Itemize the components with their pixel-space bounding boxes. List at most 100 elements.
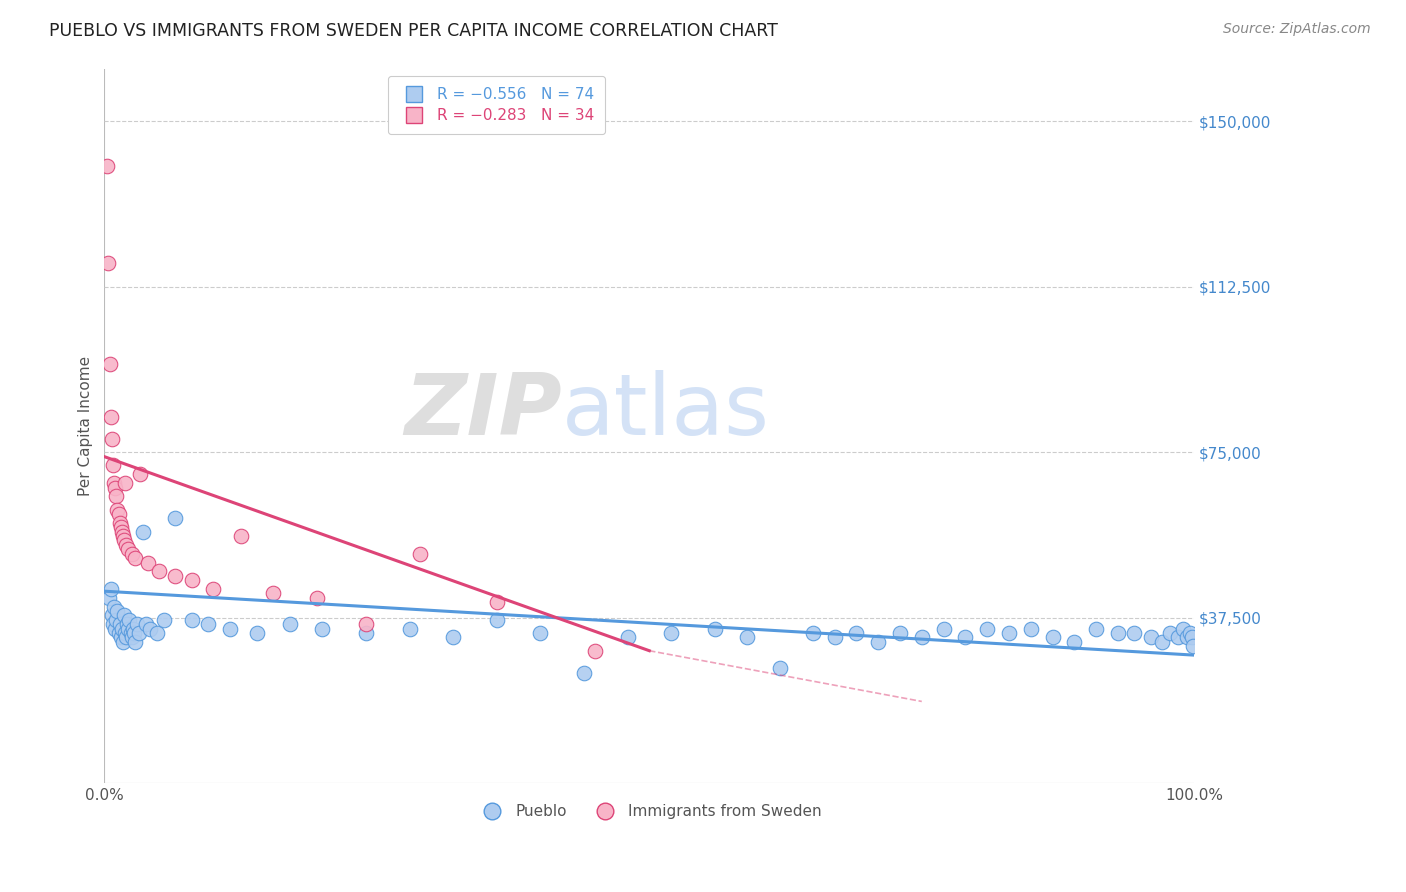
Point [101, 617, 124, 632]
Point [202, 582, 225, 596]
Point [1063, 635, 1085, 649]
Text: atlas: atlas [562, 370, 770, 453]
Point [1150, 635, 1173, 649]
Point [96, 159, 118, 173]
Point [105, 489, 128, 503]
Point [932, 622, 955, 636]
Point [153, 613, 176, 627]
Point [769, 661, 792, 675]
Point [229, 529, 252, 543]
Point [124, 551, 146, 566]
Point [117, 622, 139, 636]
Point [128, 626, 150, 640]
Point [1181, 631, 1204, 645]
Point [485, 595, 508, 609]
Point [104, 622, 127, 636]
Point [197, 617, 219, 632]
Point [180, 613, 202, 627]
Point [1182, 640, 1205, 654]
Point [107, 604, 129, 618]
Point [1159, 626, 1181, 640]
Point [165, 568, 187, 582]
Point [889, 626, 911, 640]
Point [485, 613, 508, 627]
Point [108, 516, 131, 530]
Point [1175, 631, 1198, 645]
Point [1178, 626, 1201, 640]
Point [107, 626, 129, 640]
Point [218, 622, 240, 636]
Point [801, 626, 824, 640]
Point [1019, 622, 1042, 636]
Point [354, 617, 377, 632]
Point [398, 622, 420, 636]
Point [441, 631, 464, 645]
Point [1139, 631, 1161, 645]
Text: ZIP: ZIP [405, 370, 562, 453]
Point [148, 565, 170, 579]
Point [100, 409, 122, 424]
Point [659, 626, 682, 640]
Point [1042, 631, 1064, 645]
Point [98, 357, 121, 371]
Point [97, 591, 120, 605]
Point [311, 622, 333, 636]
Point [354, 626, 377, 640]
Text: PUEBLO VS IMMIGRANTS FROM SWEDEN PER CAPITA INCOME CORRELATION CHART: PUEBLO VS IMMIGRANTS FROM SWEDEN PER CAP… [49, 22, 778, 40]
Point [262, 586, 284, 600]
Point [118, 613, 141, 627]
Point [105, 613, 128, 627]
Point [911, 631, 934, 645]
Point [120, 626, 142, 640]
Point [114, 626, 136, 640]
Point [115, 538, 138, 552]
Point [124, 635, 146, 649]
Point [100, 582, 122, 596]
Point [108, 617, 131, 632]
Point [101, 432, 124, 446]
Legend: Pueblo, Immigrants from Sweden: Pueblo, Immigrants from Sweden [471, 798, 828, 825]
Text: Source: ZipAtlas.com: Source: ZipAtlas.com [1223, 22, 1371, 37]
Point [976, 622, 998, 636]
Point [122, 626, 145, 640]
Point [868, 635, 890, 649]
Point [305, 591, 328, 605]
Point [115, 631, 138, 645]
Point [129, 467, 152, 482]
Point [114, 476, 136, 491]
Point [111, 524, 134, 539]
Point [111, 635, 134, 649]
Point [737, 631, 759, 645]
Point [246, 626, 269, 640]
Point [111, 529, 134, 543]
Point [409, 547, 432, 561]
Point [121, 631, 143, 645]
Point [529, 626, 551, 640]
Point [112, 608, 135, 623]
Point [111, 622, 134, 636]
Point [1173, 622, 1195, 636]
Point [117, 542, 139, 557]
Point [139, 622, 162, 636]
Y-axis label: Per Capita Income: Per Capita Income [79, 356, 93, 496]
Point [278, 617, 301, 632]
Point [121, 547, 143, 561]
Point [703, 622, 725, 636]
Point [110, 631, 132, 645]
Point [1123, 626, 1146, 640]
Point [1107, 626, 1129, 640]
Point [104, 481, 127, 495]
Point [103, 599, 125, 614]
Point [107, 502, 129, 516]
Point [572, 665, 595, 680]
Point [125, 617, 148, 632]
Point [107, 507, 129, 521]
Point [145, 626, 167, 640]
Point [955, 631, 977, 645]
Point [616, 631, 638, 645]
Point [1085, 622, 1108, 636]
Point [1167, 631, 1189, 645]
Point [165, 511, 187, 525]
Point [998, 626, 1021, 640]
Point [845, 626, 868, 640]
